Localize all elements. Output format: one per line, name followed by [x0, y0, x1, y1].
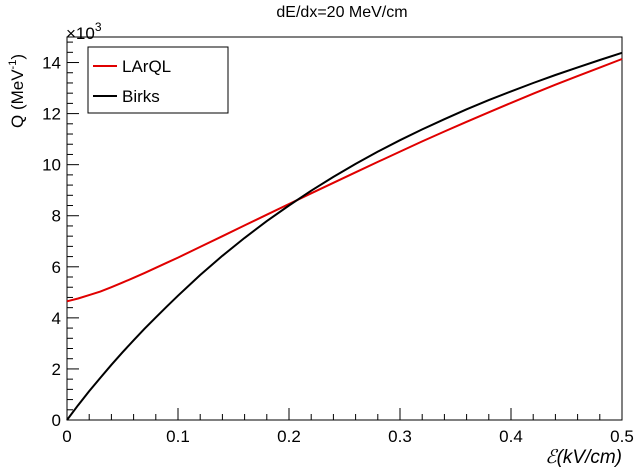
y-tick-label: 2 [52, 360, 61, 379]
y-multiplier-prefix: ×10 [66, 24, 95, 43]
y-axis-label: Q (MeV-1) [7, 54, 27, 128]
y-axis-label-main: Q (MeV [8, 69, 27, 128]
y-axis-label-sup: -1 [7, 60, 19, 70]
legend-box [87, 46, 229, 114]
axes [66, 36, 623, 421]
x-axis-label: ℰ(kV/cm) [545, 447, 622, 468]
legend-label-birks: Birks [122, 87, 160, 106]
y-tick-label: 0 [52, 411, 61, 430]
y-multiplier-exp: 3 [95, 20, 102, 34]
x-tick-label: 0.5 [610, 427, 634, 446]
y-tick-label: 10 [42, 156, 61, 175]
y-tick-label: 4 [52, 309, 61, 328]
y-multiplier: ×103 [66, 20, 102, 43]
series-line-larql [66, 58, 623, 303]
x-tick-label: 0 [62, 427, 71, 446]
x-tick-label: 0.4 [499, 427, 523, 446]
x-tick-label: 0.1 [166, 427, 190, 446]
y-axis-label-close: ) [8, 54, 27, 60]
y-tick-label: 14 [42, 54, 61, 73]
chart-title: dE/dx=20 MeV/cm [276, 4, 407, 21]
series-lines [66, 51, 623, 421]
legend: LArQL Birks [87, 46, 229, 114]
tick-marks: 0 0.1 0.2 0.3 0.4 0.5 0 2 4 6 8 10 12 14 [42, 41, 634, 446]
plot-frame [66, 36, 623, 421]
y-tick-label: 6 [52, 258, 61, 277]
x-tick-label: 0.2 [277, 427, 301, 446]
x-tick-label: 0.3 [388, 427, 412, 446]
series-line-birks [66, 51, 623, 421]
y-tick-label: 12 [42, 105, 61, 124]
y-tick-label: 8 [52, 207, 61, 226]
legend-label-larql: LArQL [122, 57, 171, 76]
